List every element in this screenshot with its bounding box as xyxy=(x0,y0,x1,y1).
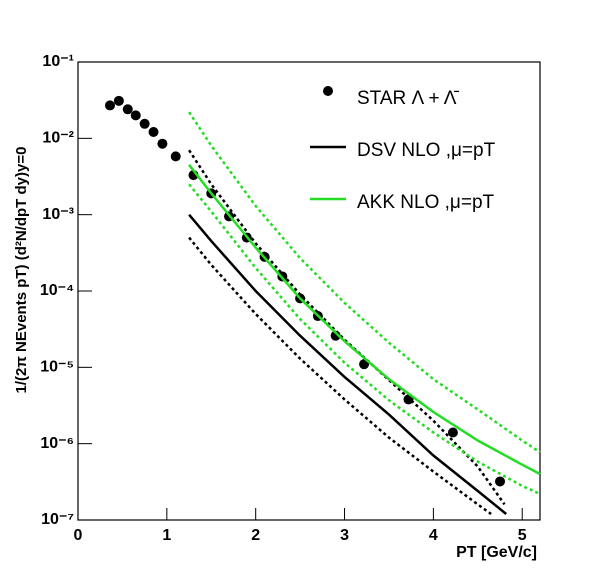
data-point xyxy=(157,138,168,149)
legend-label: AKK NLO ,μ=pT xyxy=(357,192,495,213)
y-tick-label: 10⁻⁷ xyxy=(41,511,74,528)
x-tick-label: 0 xyxy=(74,527,83,544)
y-tick-label: 10⁻⁶ xyxy=(40,435,74,452)
y-tick-label: 10⁻⁵ xyxy=(40,359,74,376)
data-point xyxy=(170,151,181,162)
x-axis-label: PT [GeV/c] xyxy=(456,544,537,561)
band-line xyxy=(188,236,492,516)
data-point xyxy=(447,427,458,438)
curve xyxy=(188,164,541,476)
y-tick-label: 10⁻¹ xyxy=(42,53,74,70)
band-line xyxy=(188,111,541,454)
data-point xyxy=(495,476,506,487)
data-point xyxy=(139,118,150,129)
band-line xyxy=(188,183,541,496)
x-tick-label: 1 xyxy=(162,527,171,544)
x-tick-label: 3 xyxy=(340,527,349,544)
y-tick-label: 10⁻³ xyxy=(42,206,74,223)
legend-label: DSV NLO ,μ=pT xyxy=(357,140,496,161)
x-tick-label: 4 xyxy=(429,527,438,544)
y-tick-label: 10⁻⁴ xyxy=(40,282,74,299)
data-point xyxy=(130,110,141,121)
curve xyxy=(188,213,507,515)
plot-frame xyxy=(77,61,541,521)
data-point xyxy=(104,100,115,111)
data-point xyxy=(148,127,159,138)
data-point xyxy=(113,95,124,106)
legend-marker xyxy=(323,86,333,96)
y-axis-label: 1/(2π NEvents pT) (d²N/dpT dy)y=0 xyxy=(13,147,30,394)
x-tick-label: 2 xyxy=(251,527,260,544)
legend-label: STAR Λ + Λ̄ xyxy=(357,88,459,109)
y-tick-label: 10⁻² xyxy=(42,130,74,147)
data-point xyxy=(122,104,133,115)
x-tick-label: 5 xyxy=(518,527,527,544)
